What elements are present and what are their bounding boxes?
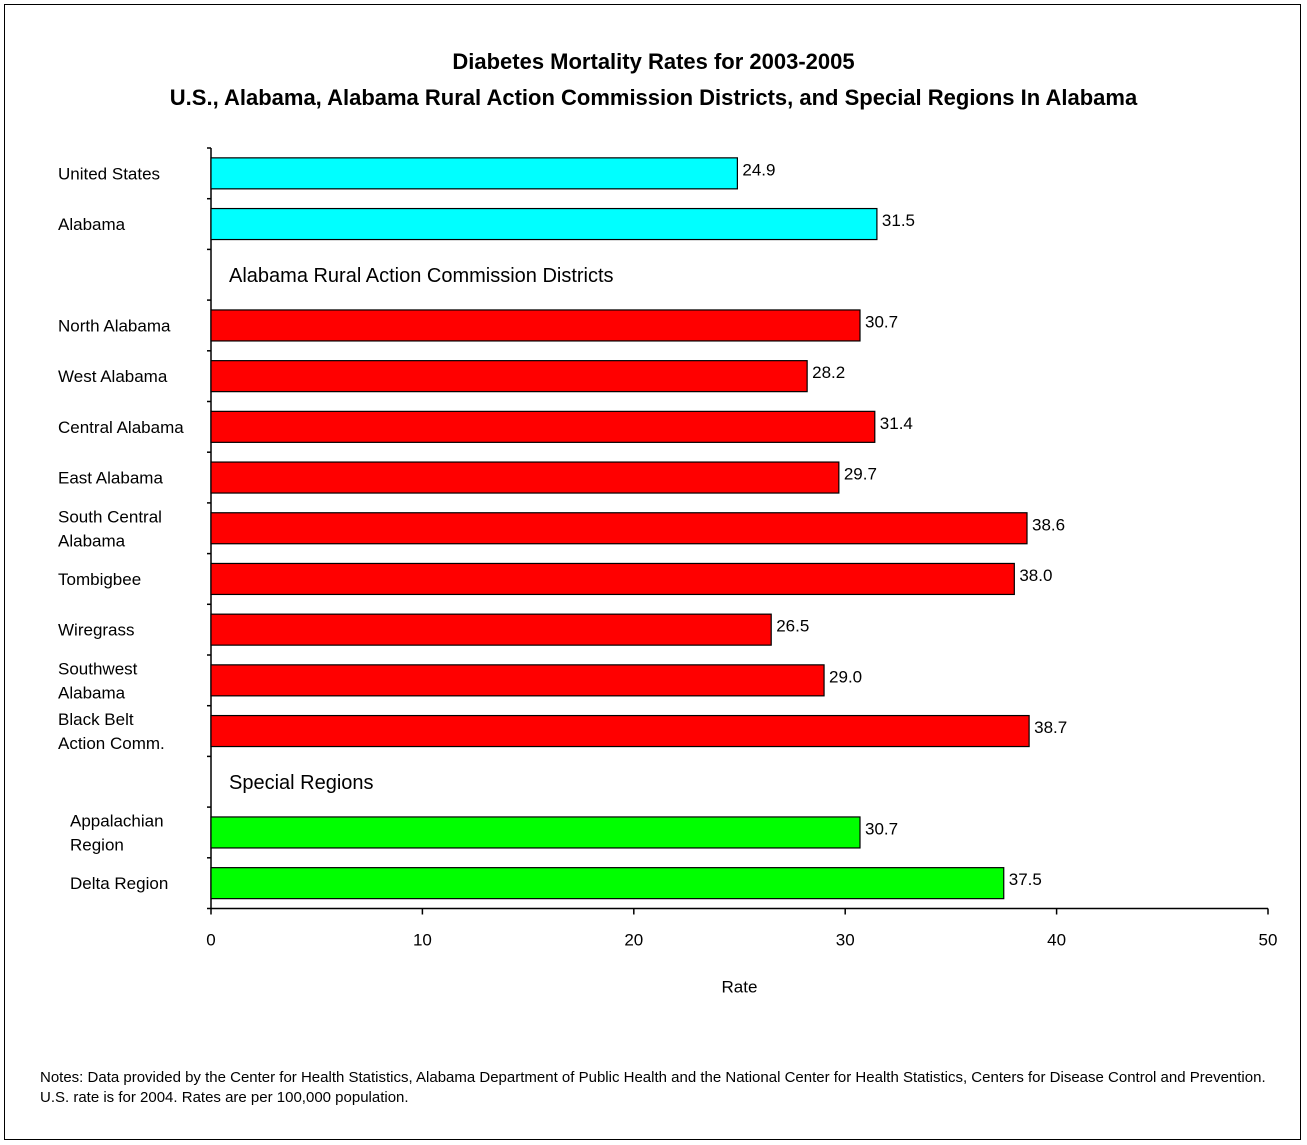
bar: [210, 613, 772, 646]
bar-value-label: 30.7: [865, 312, 898, 331]
bar: [210, 309, 861, 342]
value-axis-tick-label: 50: [1259, 931, 1278, 950]
category-label: Region: [70, 835, 124, 854]
value-axis-label: Rate: [722, 978, 758, 997]
category-label: East Alabama: [58, 469, 163, 488]
value-axis-tick-label: 0: [206, 931, 215, 950]
bar-value-label: 29.7: [844, 465, 877, 484]
category-label: Black Belt: [58, 710, 134, 729]
bar: [210, 512, 1028, 545]
value-axis-tick-label: 30: [836, 931, 855, 950]
bar-value-label: 38.0: [1019, 566, 1052, 585]
bar: [210, 816, 861, 849]
bar: [210, 714, 1030, 748]
bar-value-label: 30.7: [865, 819, 898, 838]
category-label: Alabama: [58, 215, 126, 234]
category-label: Tombigbee: [58, 570, 141, 589]
bar-value-label: 31.4: [880, 414, 913, 433]
bar-value-label: 37.5: [1009, 870, 1042, 889]
bar: [210, 207, 878, 241]
bar-value-label: 38.6: [1032, 515, 1065, 534]
category-label: North Alabama: [58, 316, 171, 335]
bar: [210, 664, 825, 697]
bar: [210, 867, 1005, 900]
section-heading: Alabama Rural Action Commission District…: [229, 265, 614, 287]
bar-value-label: 24.9: [742, 160, 775, 179]
value-axis-tick-label: 20: [624, 931, 643, 950]
bar-value-label: 29.0: [829, 667, 862, 686]
bar-value-label: 26.5: [776, 617, 809, 636]
category-label: West Alabama: [58, 367, 168, 386]
bar: [210, 461, 840, 494]
bar-chart: 0 10 20 30 40 50 Rate 24.9 United States 31.5 Alab…: [58, 147, 1278, 997]
category-label: Alabama: [58, 531, 126, 550]
category-label: Delta Region: [70, 874, 168, 893]
value-axis-tick-label: 10: [413, 931, 432, 950]
bar-value-label: 38.7: [1034, 718, 1067, 737]
value-axis-tick-label: 40: [1047, 931, 1066, 950]
section-heading: Special Regions: [229, 772, 374, 794]
bar: [210, 410, 876, 443]
category-label: South Central: [58, 507, 162, 526]
category-label: United States: [58, 164, 160, 183]
bar: [210, 562, 1015, 596]
chart-title-line2: U.S., Alabama, Alabama Rural Action Comm…: [169, 85, 1138, 110]
bar-value-label: 31.5: [882, 211, 915, 230]
category-label: Wiregrass: [58, 621, 135, 640]
category-label: Central Alabama: [58, 418, 184, 437]
category-label: Appalachian: [70, 811, 164, 830]
category-label: Alabama: [58, 683, 126, 702]
chart-frame: [4, 4, 1301, 1140]
category-label: Southwest: [58, 659, 138, 678]
bar: [210, 360, 808, 393]
chart-notes: Notes: Data provided by the Center for H…: [40, 1069, 1266, 1106]
chart-title-line1: Diabetes Mortality Rates for 2003-2005: [452, 49, 855, 74]
bar: [210, 157, 738, 190]
bar-value-label: 28.2: [812, 363, 845, 382]
category-label: Action Comm.: [58, 734, 165, 753]
